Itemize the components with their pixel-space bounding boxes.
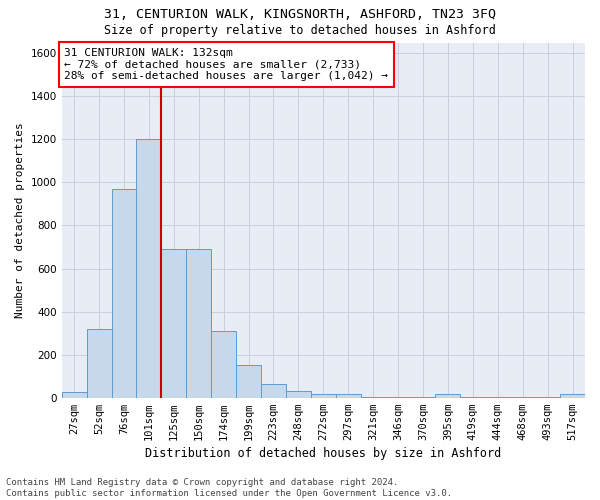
Text: Size of property relative to detached houses in Ashford: Size of property relative to detached ho… [104, 24, 496, 37]
Bar [86, 329, 112, 398]
Bar [286, 391, 311, 398]
X-axis label: Distribution of detached houses by size in Ashford: Distribution of detached houses by size … [145, 447, 502, 460]
Text: Contains HM Land Registry data © Crown copyright and database right 2024.
Contai: Contains HM Land Registry data © Crown c… [6, 478, 452, 498]
Y-axis label: Number of detached properties: Number of detached properties [15, 122, 25, 318]
Text: 31, CENTURION WALK, KINGSNORTH, ASHFORD, TN23 3FQ: 31, CENTURION WALK, KINGSNORTH, ASHFORD,… [104, 8, 496, 20]
Text: 31 CENTURION WALK: 132sqm
← 72% of detached houses are smaller (2,733)
28% of se: 31 CENTURION WALK: 132sqm ← 72% of detac… [64, 48, 388, 81]
Bar [236, 366, 261, 398]
Bar [261, 384, 286, 398]
Bar [62, 392, 86, 398]
Bar [211, 331, 236, 398]
Bar [311, 394, 336, 398]
Bar [186, 249, 211, 398]
Bar [560, 394, 585, 398]
Bar [136, 140, 161, 398]
Bar [161, 249, 186, 398]
Bar [436, 394, 460, 398]
Bar [112, 189, 136, 398]
Bar [361, 396, 386, 398]
Bar [336, 394, 361, 398]
